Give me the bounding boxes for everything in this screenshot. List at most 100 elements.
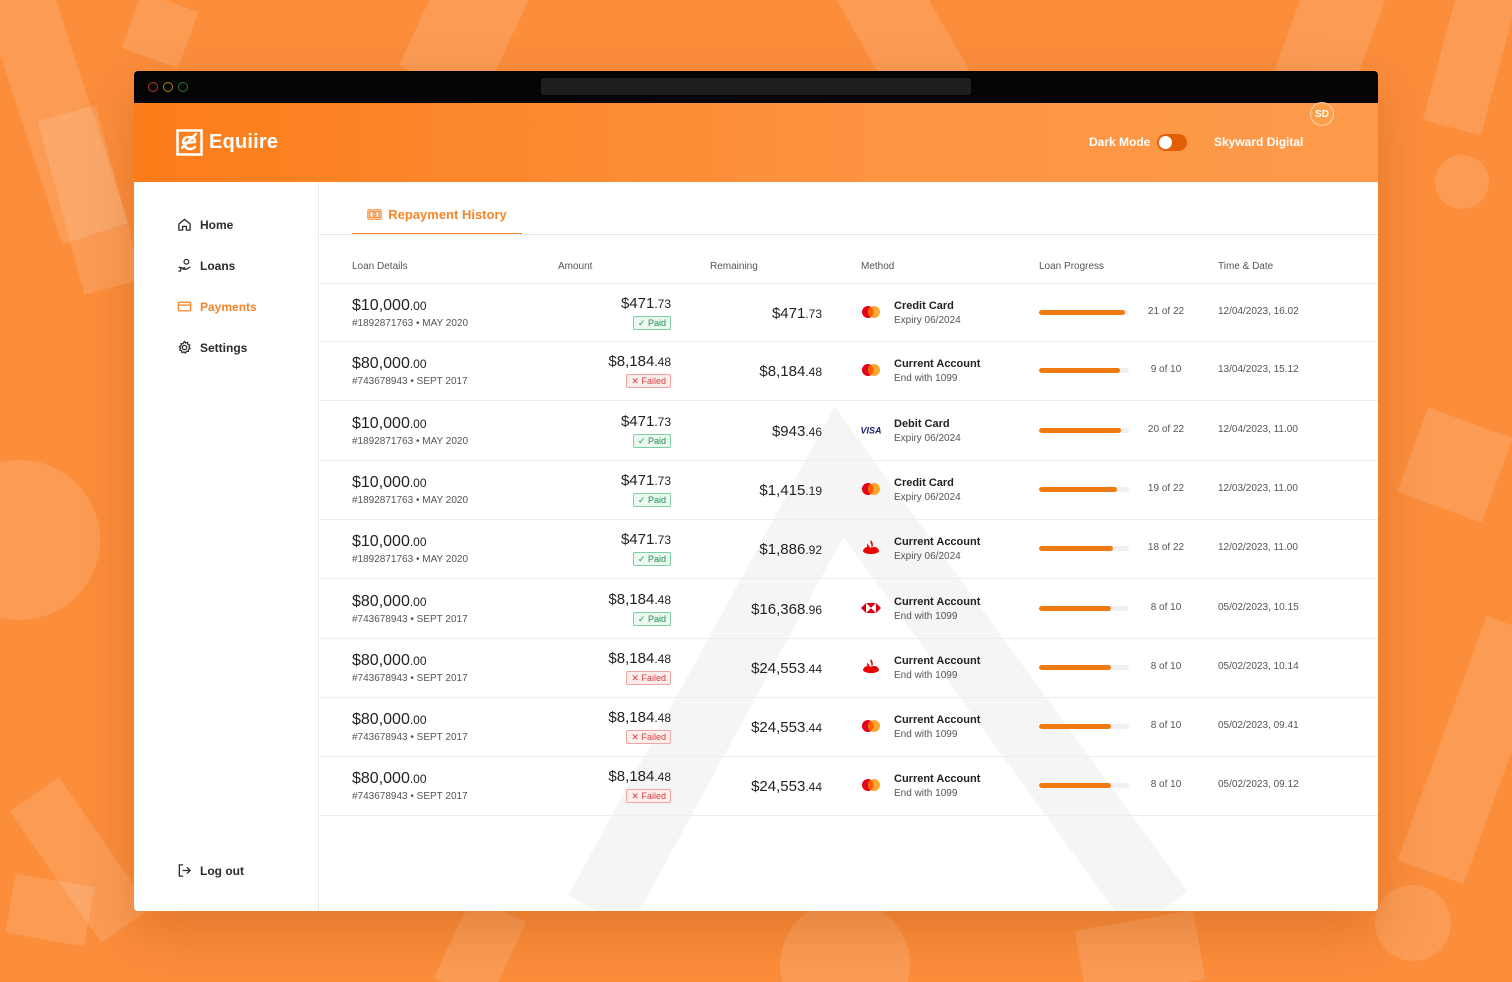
loan-amount: $10,000.00	[352, 533, 427, 551]
payment-datetime: 05/02/2023, 10.14	[1218, 660, 1299, 672]
loan-progress-text: 20 of 22	[1147, 423, 1185, 435]
method-title: Current Account	[894, 654, 981, 667]
loan-amount: $80,000.00	[352, 651, 427, 669]
tab-repayment-history[interactable]: Repayment History	[352, 207, 522, 235]
cross-icon: ✕	[631, 732, 639, 743]
column-header-loan-progress[interactable]: Loan Progress	[1039, 261, 1105, 272]
table-row[interactable]: $80,000.00 #743678943 • SEPT 2017 $8,184.4…	[319, 342, 1378, 402]
payment-amount: $8,184.48	[608, 649, 671, 667]
remaining-amount: $1,886.92	[759, 541, 822, 559]
sidebar-item-label: Loans	[200, 258, 236, 273]
status-badge: ✓ Paid	[632, 552, 671, 567]
status-badge: ✓ Paid	[632, 611, 671, 626]
loan-reference: #1892871763 • MAY 2020	[352, 494, 469, 506]
table-row[interactable]: $80,000.00 #743678943 • SEPT 2017 $8,184.4…	[319, 757, 1378, 817]
main-content: Repayment History Loan Details Amount Re…	[319, 182, 1378, 911]
hsbc-icon	[860, 600, 882, 616]
mastercard-icon	[860, 718, 882, 734]
address-bar[interactable]	[541, 78, 971, 95]
remaining-amount: $16,368.96	[751, 600, 822, 618]
check-icon: ✓	[637, 435, 646, 446]
loan-progress-text: 18 of 22	[1147, 542, 1185, 554]
check-icon: ✓	[637, 318, 646, 328]
user-name[interactable]: Skyward Digital	[1214, 135, 1304, 149]
loan-progress-text: 9 of 10	[1150, 364, 1182, 376]
equiire-logo-icon	[176, 129, 203, 156]
payment-amount: $471.73	[620, 295, 671, 312]
status-badge: ✕ Failed	[626, 374, 671, 389]
sidebar: Home Loans Payments Settings Log out	[134, 182, 319, 911]
loan-progress-bar	[1039, 546, 1129, 552]
loan-amount: $80,000.00	[352, 711, 427, 729]
loan-progress-fill	[1039, 546, 1113, 552]
sidebar-item-loans[interactable]: Loans	[177, 258, 235, 273]
loan-reference: #1892871763 • MAY 2020	[352, 554, 469, 566]
loan-progress-bar	[1039, 486, 1129, 492]
loan-reference: #1892871763 • MAY 2020	[352, 318, 469, 329]
loan-progress-fill	[1039, 605, 1111, 611]
method-title: Current Account	[894, 595, 981, 608]
table-row[interactable]: $80,000.00 #743678943 • SEPT 2017 $8,184.4…	[319, 639, 1378, 698]
table-row[interactable]: $10,000.00 #1892871763 • MAY 2020 $471.73 ✓…	[319, 520, 1378, 580]
remaining-amount: $471.73	[771, 305, 822, 322]
dark-mode-toggle[interactable]	[1157, 134, 1187, 151]
method-title: Current Account	[894, 358, 981, 371]
mastercard-icon	[860, 481, 882, 497]
column-header-amount[interactable]: Amount	[558, 261, 593, 272]
loan-amount: $10,000.00	[352, 473, 427, 491]
loan-progress-fill	[1039, 783, 1111, 789]
payment-datetime: 12/02/2023, 11.00	[1218, 542, 1298, 554]
payment-datetime: 12/04/2023, 16.02	[1218, 306, 1299, 317]
column-header-remaining[interactable]: Remaining	[710, 261, 758, 272]
table-row[interactable]: $80,000.00 #743678943 • SEPT 2017 $8,184.4…	[319, 580, 1378, 639]
sidebar-item-home[interactable]: Home	[177, 217, 233, 232]
payment-amount: $8,184.48	[608, 353, 671, 371]
loan-reference: #743678943 • SEPT 2017	[352, 672, 468, 684]
home-icon	[178, 218, 191, 231]
sidebar-item-label: Settings	[200, 340, 248, 355]
mastercard-icon	[860, 362, 882, 378]
loan-amount: $80,000.00	[352, 355, 427, 373]
table-row[interactable]: $10,000.00 #1892871763 • MAY 2020 $471.73 ✓…	[319, 402, 1378, 461]
payment-datetime: 12/03/2023, 11.00	[1218, 482, 1298, 494]
logout-button[interactable]: Log out	[177, 863, 244, 878]
column-header-loan-details[interactable]: Loan Details	[352, 261, 408, 272]
sidebar-item-label: Home	[200, 217, 234, 232]
payment-amount: $8,184.48	[608, 590, 671, 608]
table-row[interactable]: $80,000.00 #743678943 • SEPT 2017 $8,184.4…	[319, 698, 1378, 758]
payment-datetime: 05/02/2023, 09.41	[1218, 720, 1299, 732]
cross-icon: ✕	[631, 791, 639, 802]
sidebar-item-settings[interactable]: Settings	[177, 340, 247, 355]
method-title: Credit Card	[894, 300, 954, 312]
column-header-method[interactable]: Method	[861, 261, 895, 272]
dark-mode-label: Dark Mode	[1089, 135, 1151, 149]
santander-icon	[860, 540, 882, 556]
column-header-time-date[interactable]: Time & Date	[1218, 261, 1274, 272]
cross-icon: ✕	[631, 672, 639, 683]
logout-icon	[178, 864, 192, 877]
sidebar-item-payments[interactable]: Payments	[177, 299, 257, 314]
tab-divider	[319, 234, 1378, 235]
table-row[interactable]: $10,000.00 #1892871763 • MAY 2020 $471.73 ✓…	[319, 461, 1378, 520]
logout-label: Log out	[200, 863, 244, 878]
method-detail: End with 1099	[894, 610, 958, 622]
loan-progress-fill	[1039, 724, 1111, 730]
santander-icon	[860, 658, 882, 675]
loan-reference: #743678943 • SEPT 2017	[352, 732, 468, 744]
close-window-button[interactable]	[148, 82, 158, 92]
payment-amount: $471.73	[620, 531, 671, 549]
remaining-amount: $24,553.44	[751, 719, 822, 737]
minimize-window-button[interactable]	[163, 82, 173, 92]
avatar[interactable]: SD	[1310, 102, 1334, 126]
remaining-amount: $1,415.19	[759, 481, 822, 499]
status-badge: ✕ Failed	[626, 789, 671, 804]
loan-progress-bar	[1039, 664, 1129, 670]
method-detail: End with 1099	[894, 669, 958, 681]
loan-progress-text: 8 of 10	[1150, 660, 1182, 672]
table-row[interactable]: $10,000.00 #1892871763 • MAY 2020 $471.73 ✓…	[319, 283, 1378, 342]
loan-progress-text: 8 of 10	[1150, 601, 1182, 613]
maximize-window-button[interactable]	[178, 82, 188, 92]
brand-logo[interactable]: Equiire	[176, 129, 278, 156]
status-badge: ✓ Paid	[632, 316, 671, 330]
